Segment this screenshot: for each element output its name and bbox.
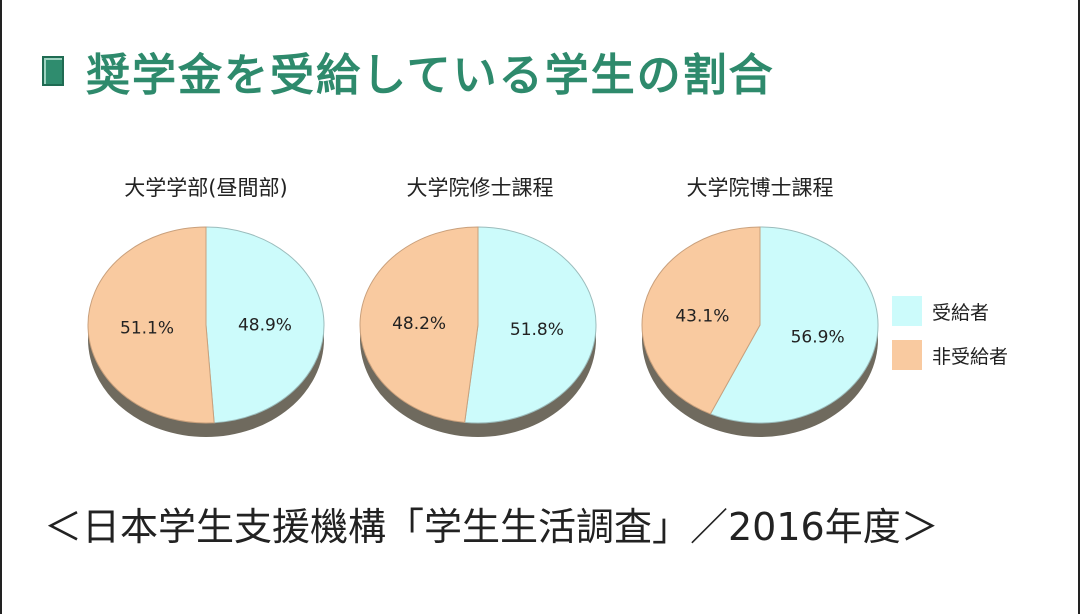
legend-label-non-recipient: 非受給者 bbox=[932, 345, 1009, 368]
legend-label-recipient: 受給者 bbox=[932, 301, 990, 324]
pie-label-recipient-doctoral: 56.9% bbox=[791, 328, 845, 348]
pie-title-doctoral: 大学院博士課程 bbox=[686, 176, 834, 200]
pie-label-recipient-masters: 51.8% bbox=[510, 320, 564, 340]
legend-swatch-recipient bbox=[892, 296, 922, 326]
pie-slice-recipient-masters bbox=[464, 226, 597, 424]
pie-label-non-recipient-undergrad: 51.1% bbox=[120, 319, 174, 339]
pie-label-non-recipient-masters: 48.2% bbox=[392, 314, 446, 334]
source-note: ＜日本学生支援機構「学生生活調査」／2016年度＞ bbox=[44, 505, 939, 549]
pie-slice-non-recipient-undergrad bbox=[87, 226, 215, 424]
pie-label-non-recipient-doctoral: 43.1% bbox=[675, 306, 729, 326]
page-title: 奨学金を受給している学生の割合 bbox=[86, 50, 775, 101]
pie-slice-non-recipient-masters bbox=[359, 226, 479, 423]
legend-swatch-non-recipient bbox=[892, 340, 922, 370]
pie-label-recipient-undergrad: 48.9% bbox=[238, 315, 292, 335]
pie-slice-recipient-undergrad bbox=[205, 226, 325, 424]
legend-item-non-recipient: 非受給者 bbox=[892, 340, 1008, 370]
pie-title-masters: 大学院修士課程 bbox=[406, 176, 554, 200]
pie-title-undergrad: 大学学部(昼間部) bbox=[124, 176, 288, 200]
legend-item-recipient: 受給者 bbox=[892, 296, 1008, 326]
title-row: 奨学金を受給している学生の割合 bbox=[42, 36, 775, 106]
title-bullet-icon bbox=[42, 56, 64, 86]
pie-slice-non-recipient-doctoral bbox=[641, 226, 761, 415]
pie-slice-recipient-doctoral bbox=[709, 226, 879, 424]
legend: 受給者 非受給者 bbox=[892, 296, 1008, 384]
